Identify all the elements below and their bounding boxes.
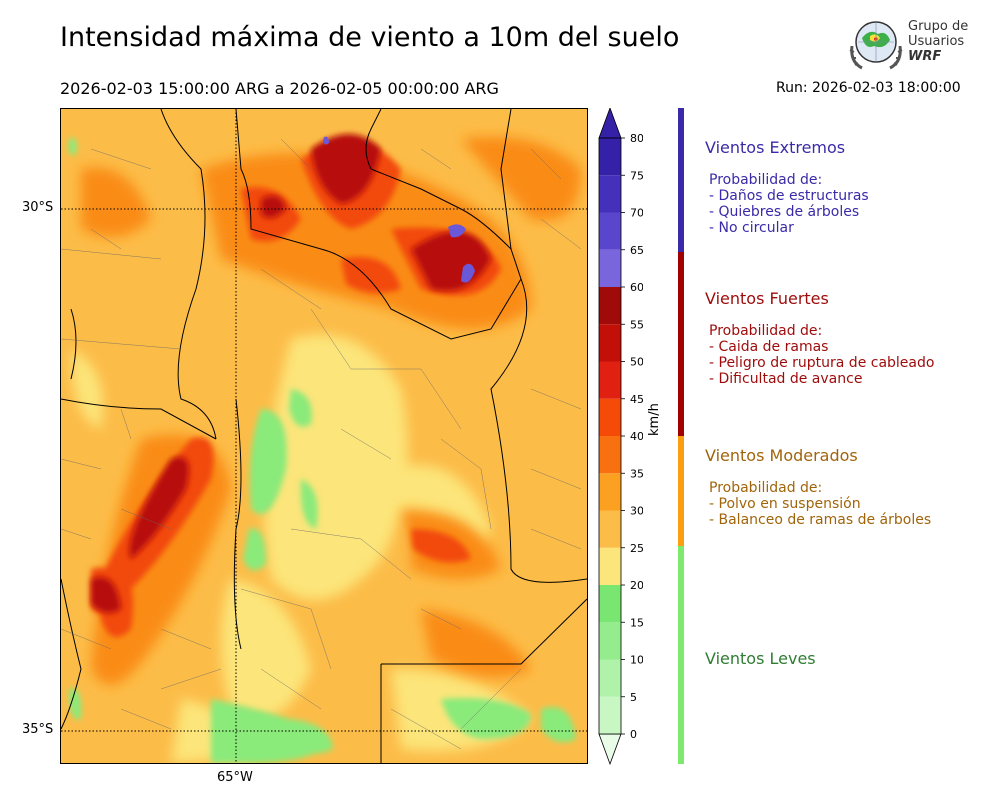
category-desc-extreme: Probabilidad de: - Daños de estructuras … [709,172,869,236]
colorbar-tick-label: 0 [630,728,637,741]
desc-line: - Caida de ramas [709,339,829,355]
colorbar-band [599,436,621,474]
category-bar-strong [678,252,684,436]
date-range: 2026-02-03 15:00:00 ARG a 2026-02-05 00:… [60,79,499,98]
colorbar-band [599,510,621,548]
colorbar-tick-label: 60 [630,281,643,294]
category-title-moderate: Vientos Moderados [705,446,858,465]
desc-line: - Dificultad de avance [709,371,863,387]
colorbar-extend-max [598,106,622,139]
colorbar-tick-label: 20 [630,579,643,592]
colorbar-band [599,361,621,399]
colorbar-band [599,585,621,623]
lat-label-35s: 35°S [22,722,54,737]
category-title-extreme: Vientos Extremos [705,138,846,157]
globe-logo-icon [849,21,903,70]
desc-line: Probabilidad de: [709,480,823,496]
wind-map [60,108,588,764]
category-bar-moderate [678,436,684,546]
category-desc-moderate: Probabilidad de: - Polvo en suspensión -… [709,480,931,528]
logo: Grupo de Usuarios WRF [848,16,978,76]
lon-label-65w: 65°W [217,770,253,785]
desc-line: - No circular [709,220,794,236]
colorbar-scale: 0 5 10 15 20 25 30 35 40 45 50 55 60 65 70 75 80 [598,106,644,766]
colorbar-tick-label: 5 [630,691,637,704]
colorbar-tick-label: 65 [630,244,643,257]
desc-line: Probabilidad de: [709,172,823,188]
colorbar-tick-label: 15 [630,616,643,629]
colorbar-band [599,659,621,697]
colorbar-band [599,696,621,734]
colorbar-band [599,398,621,436]
colorbar-band [599,138,621,176]
logo-line-2: Usuarios [908,34,965,49]
colorbar-band [599,324,621,362]
desc-line: - Polvo en suspensión [709,496,861,512]
colorbar-tick-label: 40 [630,430,643,443]
wind-field-map [61,109,587,763]
colorbar-extend-min [598,733,622,766]
colorbar-tick-label: 25 [630,542,643,555]
category-bar-light [678,546,684,764]
category-title-light: Vientos Leves [705,649,816,668]
category-bar-extreme [678,108,684,252]
colorbar-band [599,287,621,325]
desc-line: Probabilidad de: [709,323,823,339]
colorbar-band [599,249,621,287]
desc-line: - Daños de estructuras [709,188,869,204]
logo-line-3: WRF [908,49,942,64]
colorbar-tick-label: 50 [630,356,643,369]
category-title-strong: Vientos Fuertes [705,289,829,308]
desc-line: - Quiebres de árboles [709,204,860,220]
colorbar-tick-label: 35 [630,467,643,480]
colorbar-tick-label: 30 [630,505,643,518]
colorbar-tick-label: 10 [630,654,643,667]
desc-line: - Peligro de ruptura de cableado [709,355,935,371]
colorbar-tick-label: 75 [630,169,643,182]
run-time: Run: 2026-02-03 18:00:00 [776,80,961,96]
logo-line-1: Grupo de [908,19,969,34]
colorbar: 0 5 10 15 20 25 30 35 40 45 50 55 60 65 70 75 80 [598,106,644,772]
colorbar-band [599,473,621,511]
desc-line: - Balanceo de ramas de árboles [709,512,932,528]
colorbar-band [599,175,621,213]
colorbar-unit: km/h [647,403,662,436]
colorbar-band [599,212,621,250]
colorbar-tick-label: 80 [630,132,643,145]
colorbar-tick-label: 45 [630,393,643,406]
lat-label-30s: 30°S [22,200,54,215]
colorbar-tick-label: 70 [630,207,643,220]
page-title: Intensidad máxima de viento a 10m del su… [60,22,680,53]
colorbar-tick-label: 55 [630,318,643,331]
category-desc-strong: Probabilidad de: - Caida de ramas - Peli… [709,323,934,387]
colorbar-band [599,547,621,585]
colorbar-band [599,622,621,660]
